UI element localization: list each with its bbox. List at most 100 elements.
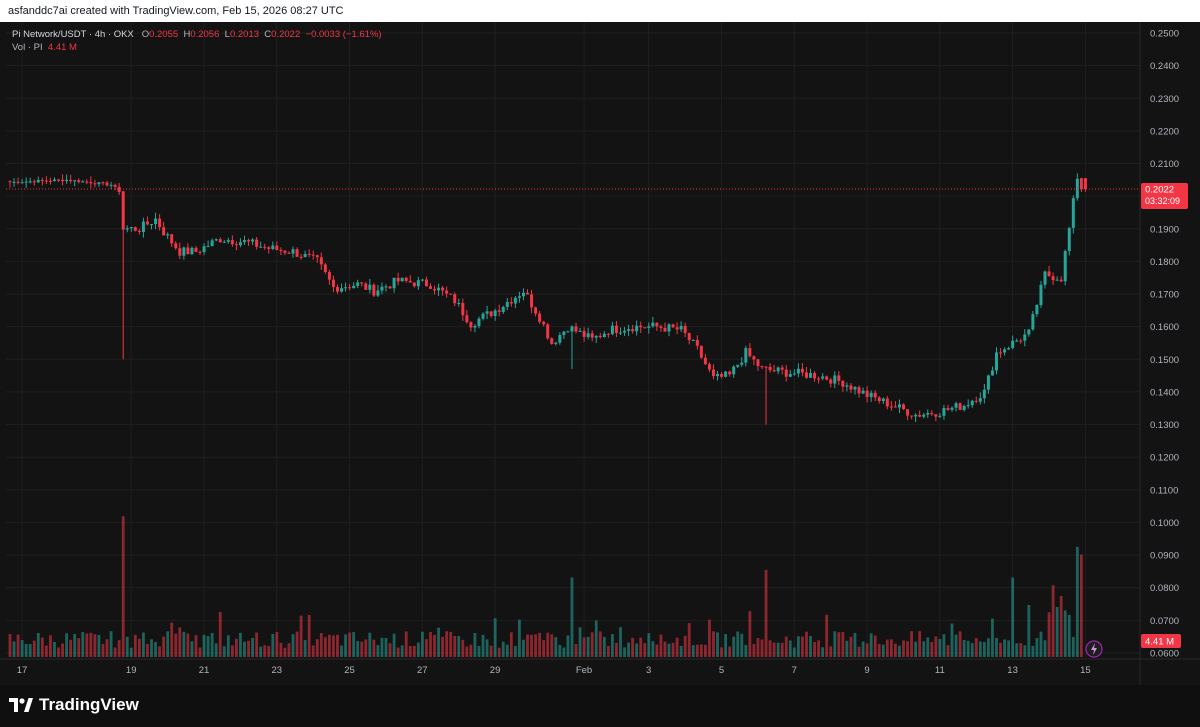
candle-body [566, 331, 570, 333]
volume-bar [396, 647, 400, 657]
volume-bar [412, 645, 416, 657]
candle-body [1071, 198, 1075, 228]
candle-body [614, 325, 618, 333]
attribution-text: asfanddc7ai created with TradingView.com… [8, 5, 344, 17]
volume-bar [218, 611, 222, 657]
candle-body [170, 234, 174, 244]
candle-body [416, 280, 420, 287]
volume-bar [590, 632, 594, 657]
candle-body [809, 373, 813, 378]
volume-bar [251, 638, 254, 657]
candle-body [299, 256, 303, 258]
candle-body [598, 335, 602, 338]
candle-body [800, 368, 804, 373]
candle-body [938, 415, 942, 417]
volume-bar [691, 645, 695, 657]
volume-bar [376, 644, 380, 657]
y-tick-label: 0.1500 [1150, 355, 1179, 366]
candle-body [473, 325, 477, 328]
volume-bar [243, 641, 246, 657]
volume-bar [712, 631, 715, 657]
candle-body [291, 249, 295, 254]
candle-body [902, 404, 906, 410]
volume-bar [222, 646, 226, 657]
volume-bar [166, 631, 170, 657]
volume-tag [1141, 634, 1181, 648]
candle-body [764, 366, 768, 368]
candle-body [194, 247, 198, 252]
volume-bar [336, 634, 339, 657]
candlestick-chart[interactable]: 0.25000.24000.23000.22000.21000.20000.19… [0, 22, 1200, 685]
candle-body [251, 239, 255, 242]
y-tick-label: 0.1600 [1150, 322, 1179, 333]
volume-bar [291, 634, 295, 657]
legend-volume-row: Vol · PI 4.41 M [12, 41, 382, 54]
volume-bar [1071, 636, 1075, 657]
candle-body [950, 407, 954, 410]
volume-bar [768, 640, 772, 657]
candle-body [113, 184, 117, 187]
candle-body [125, 228, 129, 230]
volume-bar [970, 643, 974, 657]
candle-body [780, 367, 784, 370]
y-tick-label: 0.2100 [1150, 159, 1179, 170]
candle-body [230, 240, 234, 245]
volume-bar [958, 631, 962, 657]
candle-body [20, 182, 24, 184]
candle-body [154, 218, 158, 225]
y-tick-label: 0.2200 [1150, 126, 1179, 137]
volume-bar [974, 638, 978, 657]
volume-bar [497, 647, 501, 657]
volume-bar [615, 642, 618, 657]
candle-body [52, 179, 56, 182]
candle-body [238, 242, 242, 246]
volume-bar [938, 639, 942, 657]
candle-body [554, 342, 558, 344]
candle-body [396, 277, 400, 282]
x-tick-label: 17 [17, 665, 28, 676]
candle-body [360, 282, 364, 284]
volume-bar [546, 632, 550, 657]
volume-bar [356, 641, 360, 657]
candle-body [174, 243, 178, 249]
candle-body [821, 376, 825, 379]
volume-bar [526, 634, 529, 657]
y-tick-label: 0.2500 [1150, 29, 1179, 40]
x-tick-label: 11 [935, 665, 945, 676]
candle-body [610, 325, 614, 335]
candle-body [954, 403, 958, 408]
volume-bar [1051, 585, 1055, 657]
tradingview-logo[interactable]: TradingView [9, 695, 139, 715]
chart-area[interactable]: 0.25000.24000.23000.22000.21000.20000.19… [0, 22, 1200, 685]
volume-bar [574, 644, 578, 657]
candle-body [162, 227, 166, 236]
volume-bar [473, 632, 477, 657]
candle-body [234, 244, 238, 246]
candle-body [481, 313, 485, 319]
candle-body [910, 415, 914, 417]
candle-body [327, 272, 331, 280]
volume-bar [675, 637, 679, 657]
volume-bar [513, 646, 517, 657]
volume-bar [728, 646, 732, 657]
volume-bar [918, 631, 922, 657]
legend-high: 0.2056 [190, 29, 220, 40]
attribution-bar: asfanddc7ai created with TradingView.com… [0, 0, 1200, 22]
y-tick-label: 0.2400 [1150, 61, 1179, 72]
candle-body [24, 181, 28, 183]
candle-body [428, 286, 432, 289]
y-tick-label: 0.1200 [1150, 453, 1179, 464]
volume-bar [332, 635, 335, 657]
volume-bar [340, 645, 343, 657]
candle-body [509, 302, 513, 304]
candle-body [1035, 304, 1039, 315]
candle-body [606, 333, 610, 335]
volume-bar [748, 611, 752, 657]
volume-bar [582, 637, 586, 657]
candle-body [85, 181, 89, 183]
volume-bar [392, 633, 396, 657]
legend-open: 0.2055 [149, 29, 179, 40]
candle-body [441, 287, 445, 291]
candle-body [594, 335, 598, 338]
volume-bar [295, 631, 299, 657]
